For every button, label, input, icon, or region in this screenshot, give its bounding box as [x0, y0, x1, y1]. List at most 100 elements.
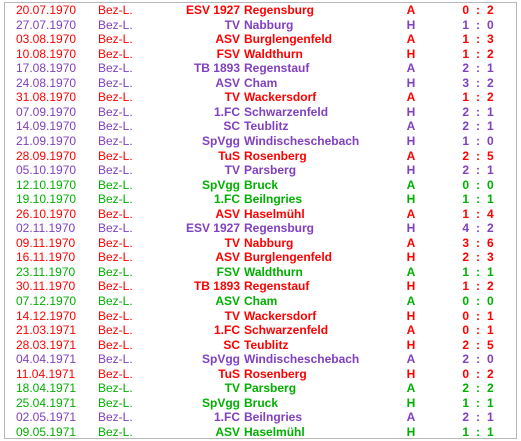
table-row: 30.11.1970 Bez-L. TB 1893 Regenstauf H 1:2 — [5, 279, 516, 295]
opponent[interactable]: FSV Waldthurn — [160, 47, 422, 63]
score-home: 0 — [462, 3, 469, 17]
score: 1:3 — [457, 32, 505, 48]
opponent[interactable]: TV Nabburg — [160, 18, 422, 34]
opponent[interactable]: ASV Haselmühl — [160, 207, 422, 223]
opponent[interactable]: 1.FC Beilngries — [160, 410, 422, 426]
score: 1:2 — [457, 47, 505, 63]
competition: Bez-L. — [98, 366, 133, 381]
score: 0:1 — [457, 323, 505, 339]
opponent[interactable]: TB 1893 Regenstauf — [160, 61, 422, 77]
match-date: 28.03.1971 — [16, 337, 77, 352]
competition: Bez-L. — [98, 410, 133, 425]
score-separator: : — [476, 424, 480, 439]
opponent-name: Bruck — [244, 177, 279, 192]
score-home: 1 — [462, 46, 469, 61]
opponent-name: Rosenberg — [244, 148, 307, 163]
score-away: 1 — [487, 308, 494, 323]
competition: Bez-L. — [98, 424, 133, 439]
score-away: 5 — [487, 148, 494, 163]
score-home: 0 — [462, 366, 469, 381]
opponent[interactable]: ASV Burglengenfeld — [160, 250, 422, 266]
score: 1:1 — [457, 396, 505, 412]
opponent[interactable]: TuS Rosenberg — [160, 367, 422, 383]
score: 2:2 — [457, 381, 505, 397]
score-away: 1 — [487, 395, 494, 410]
opponent[interactable]: TV Wackersdorf — [160, 90, 422, 106]
score: 3:6 — [457, 236, 505, 252]
opponent[interactable]: 1.FC Schwarzenfeld — [160, 105, 422, 121]
opponent[interactable]: SpVgg Windischeschebach — [160, 134, 422, 150]
score-separator: : — [476, 366, 480, 381]
opponent[interactable]: SC Teublitz — [160, 119, 422, 135]
venue: A — [406, 32, 416, 47]
score: 0:1 — [457, 309, 505, 325]
opponent-name: Teublitz — [244, 119, 289, 134]
opponent-name: Cham — [244, 75, 278, 90]
score: 2:1 — [457, 163, 505, 179]
score-away: 1 — [487, 410, 494, 425]
venue: H — [406, 46, 416, 61]
score-away: 3 — [487, 250, 494, 265]
score-home: 2 — [462, 381, 469, 396]
score-separator: : — [476, 381, 480, 396]
competition: Bez-L. — [98, 294, 133, 308]
opponent[interactable]: TV Parsberg — [160, 381, 422, 397]
opponent[interactable]: 1.FC Schwarzenfeld — [160, 323, 422, 339]
score-away: 2 — [487, 90, 494, 105]
match-date: 09.05.1971 — [16, 424, 77, 439]
score-separator: : — [476, 264, 480, 279]
table-row: 28.03.1971 Bez-L. SC Teublitz H 2:5 — [5, 338, 516, 354]
table-row: 27.07.1970 Bez-L. TV Nabburg H 1:0 — [5, 18, 516, 34]
opponent-name: Regensburg — [244, 221, 315, 236]
score: 0:0 — [457, 294, 505, 310]
opponent[interactable]: ASV Burglengenfeld — [160, 32, 422, 48]
opponent[interactable]: SC Teublitz — [160, 338, 422, 354]
opponent[interactable]: TuS Rosenberg — [160, 149, 422, 165]
score-home: 1 — [462, 424, 469, 439]
score-separator: : — [476, 352, 480, 367]
competition: Bez-L. — [98, 46, 133, 61]
venue: H — [406, 163, 416, 178]
opponent-prefix: 1.FC — [213, 323, 240, 338]
match-date: 11.04.1971 — [16, 366, 76, 381]
opponent[interactable]: SpVgg Bruck — [160, 396, 422, 412]
opponent[interactable]: 1.FC Beilngries — [160, 192, 422, 208]
opponent[interactable]: FSV Waldthurn — [160, 265, 422, 281]
opponent-prefix: 1.FC — [213, 104, 240, 119]
score-home: 0 — [462, 323, 469, 338]
opponent-name: Burglengenfeld — [244, 250, 333, 265]
opponent[interactable]: SpVgg Bruck — [160, 178, 422, 194]
competition: Bez-L. — [98, 163, 133, 178]
opponent[interactable]: TV Parsberg — [160, 163, 422, 179]
opponent-name: Nabburg — [244, 235, 294, 250]
opponent[interactable]: ESV 1927 Regensburg — [160, 3, 422, 19]
score-separator: : — [476, 395, 480, 410]
opponent[interactable]: TB 1893 Regenstauf — [160, 279, 422, 295]
opponent[interactable]: SpVgg Windischeschebach — [160, 352, 422, 368]
score-home: 1 — [462, 192, 469, 207]
opponent[interactable]: ESV 1927 Regensburg — [160, 221, 422, 237]
table-row: 09.11.1970 Bez-L. TV Nabburg A 3:6 — [5, 236, 516, 252]
score-away: 2 — [487, 75, 494, 90]
opponent-prefix: TV — [224, 235, 240, 250]
score-away: 2 — [487, 366, 494, 381]
match-results-table: 20.07.1970 Bez-L. ESV 1927 Regensburg A 0:2 27… — [4, 2, 517, 439]
opponent-prefix: SpVgg — [202, 133, 240, 148]
opponent[interactable]: TV Nabburg — [160, 236, 422, 252]
score-home: 0 — [462, 294, 469, 308]
score-separator: : — [476, 163, 480, 178]
score-home: 2 — [462, 163, 469, 178]
score-home: 1 — [462, 17, 469, 32]
score-home: 1 — [462, 395, 469, 410]
venue: A — [406, 235, 416, 250]
opponent[interactable]: TV Wackersdorf — [160, 309, 422, 325]
opponent[interactable]: ASV Cham — [160, 294, 422, 310]
table-row: 31.08.1970 Bez-L. TV Wackersdorf A 1:2 — [5, 90, 516, 106]
score-separator: : — [476, 192, 480, 207]
opponent[interactable]: ASV Haselmühl — [160, 425, 422, 441]
opponent[interactable]: ASV Cham — [160, 76, 422, 92]
venue: A — [406, 148, 416, 163]
venue: H — [406, 424, 416, 439]
score-home: 2 — [462, 250, 469, 265]
venue: A — [406, 90, 416, 105]
